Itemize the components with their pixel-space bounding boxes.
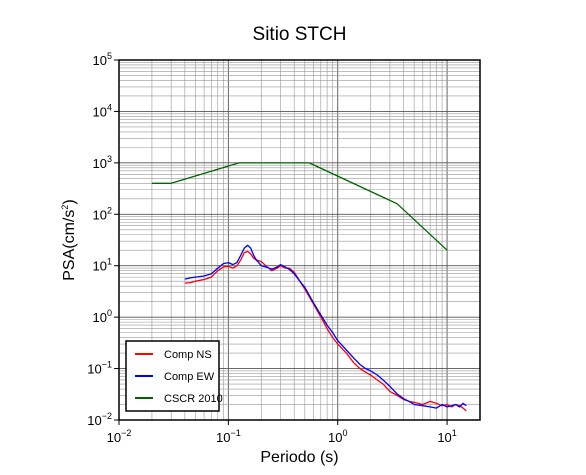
x-axis-label: Periodo (s) — [260, 449, 338, 466]
x-tick-label: 101 — [437, 428, 456, 445]
tick-layer: 10−2 10−1 100 101 10−2 10−1 100 101 102 103 104 105 — [87, 51, 457, 445]
y-tick-label: 102 — [93, 205, 112, 222]
y-tick-label: 10−2 — [87, 411, 112, 428]
y-tick-label: 10−1 — [87, 360, 112, 377]
y-tick-label: 105 — [93, 51, 112, 68]
y-tick-label: 104 — [93, 102, 112, 119]
y-axis-label-sup: 2 — [60, 205, 70, 210]
series-line-comp-ns — [184, 250, 467, 412]
chart-title: Sitio STCH — [253, 24, 347, 45]
series-line-cscr-2010 — [151, 162, 448, 251]
series-line-comp-ew — [184, 244, 467, 409]
x-tick-label: 100 — [328, 428, 347, 445]
legend-label-comp-ns: Comp NS — [164, 349, 212, 361]
y-axis-label-close: ) — [61, 199, 78, 204]
y-axis-label-base: PSA(cm/s — [61, 210, 78, 281]
legend: Comp NS Comp EW CSCR 2010 — [125, 340, 223, 412]
y-tick-label: 103 — [93, 154, 112, 171]
plot-frame — [118, 59, 481, 421]
series-layer — [151, 162, 467, 412]
y-tick-label: 100 — [93, 308, 112, 325]
x-tick-label: 10−2 — [107, 428, 132, 445]
y-axis-label: PSA(cm/s2) — [60, 199, 78, 280]
legend-label-cscr-2010: CSCR 2010 — [164, 393, 223, 405]
y-tick-label: 101 — [93, 257, 112, 274]
x-tick-label: 10−1 — [216, 428, 241, 445]
legend-label-comp-ew: Comp EW — [164, 371, 215, 383]
